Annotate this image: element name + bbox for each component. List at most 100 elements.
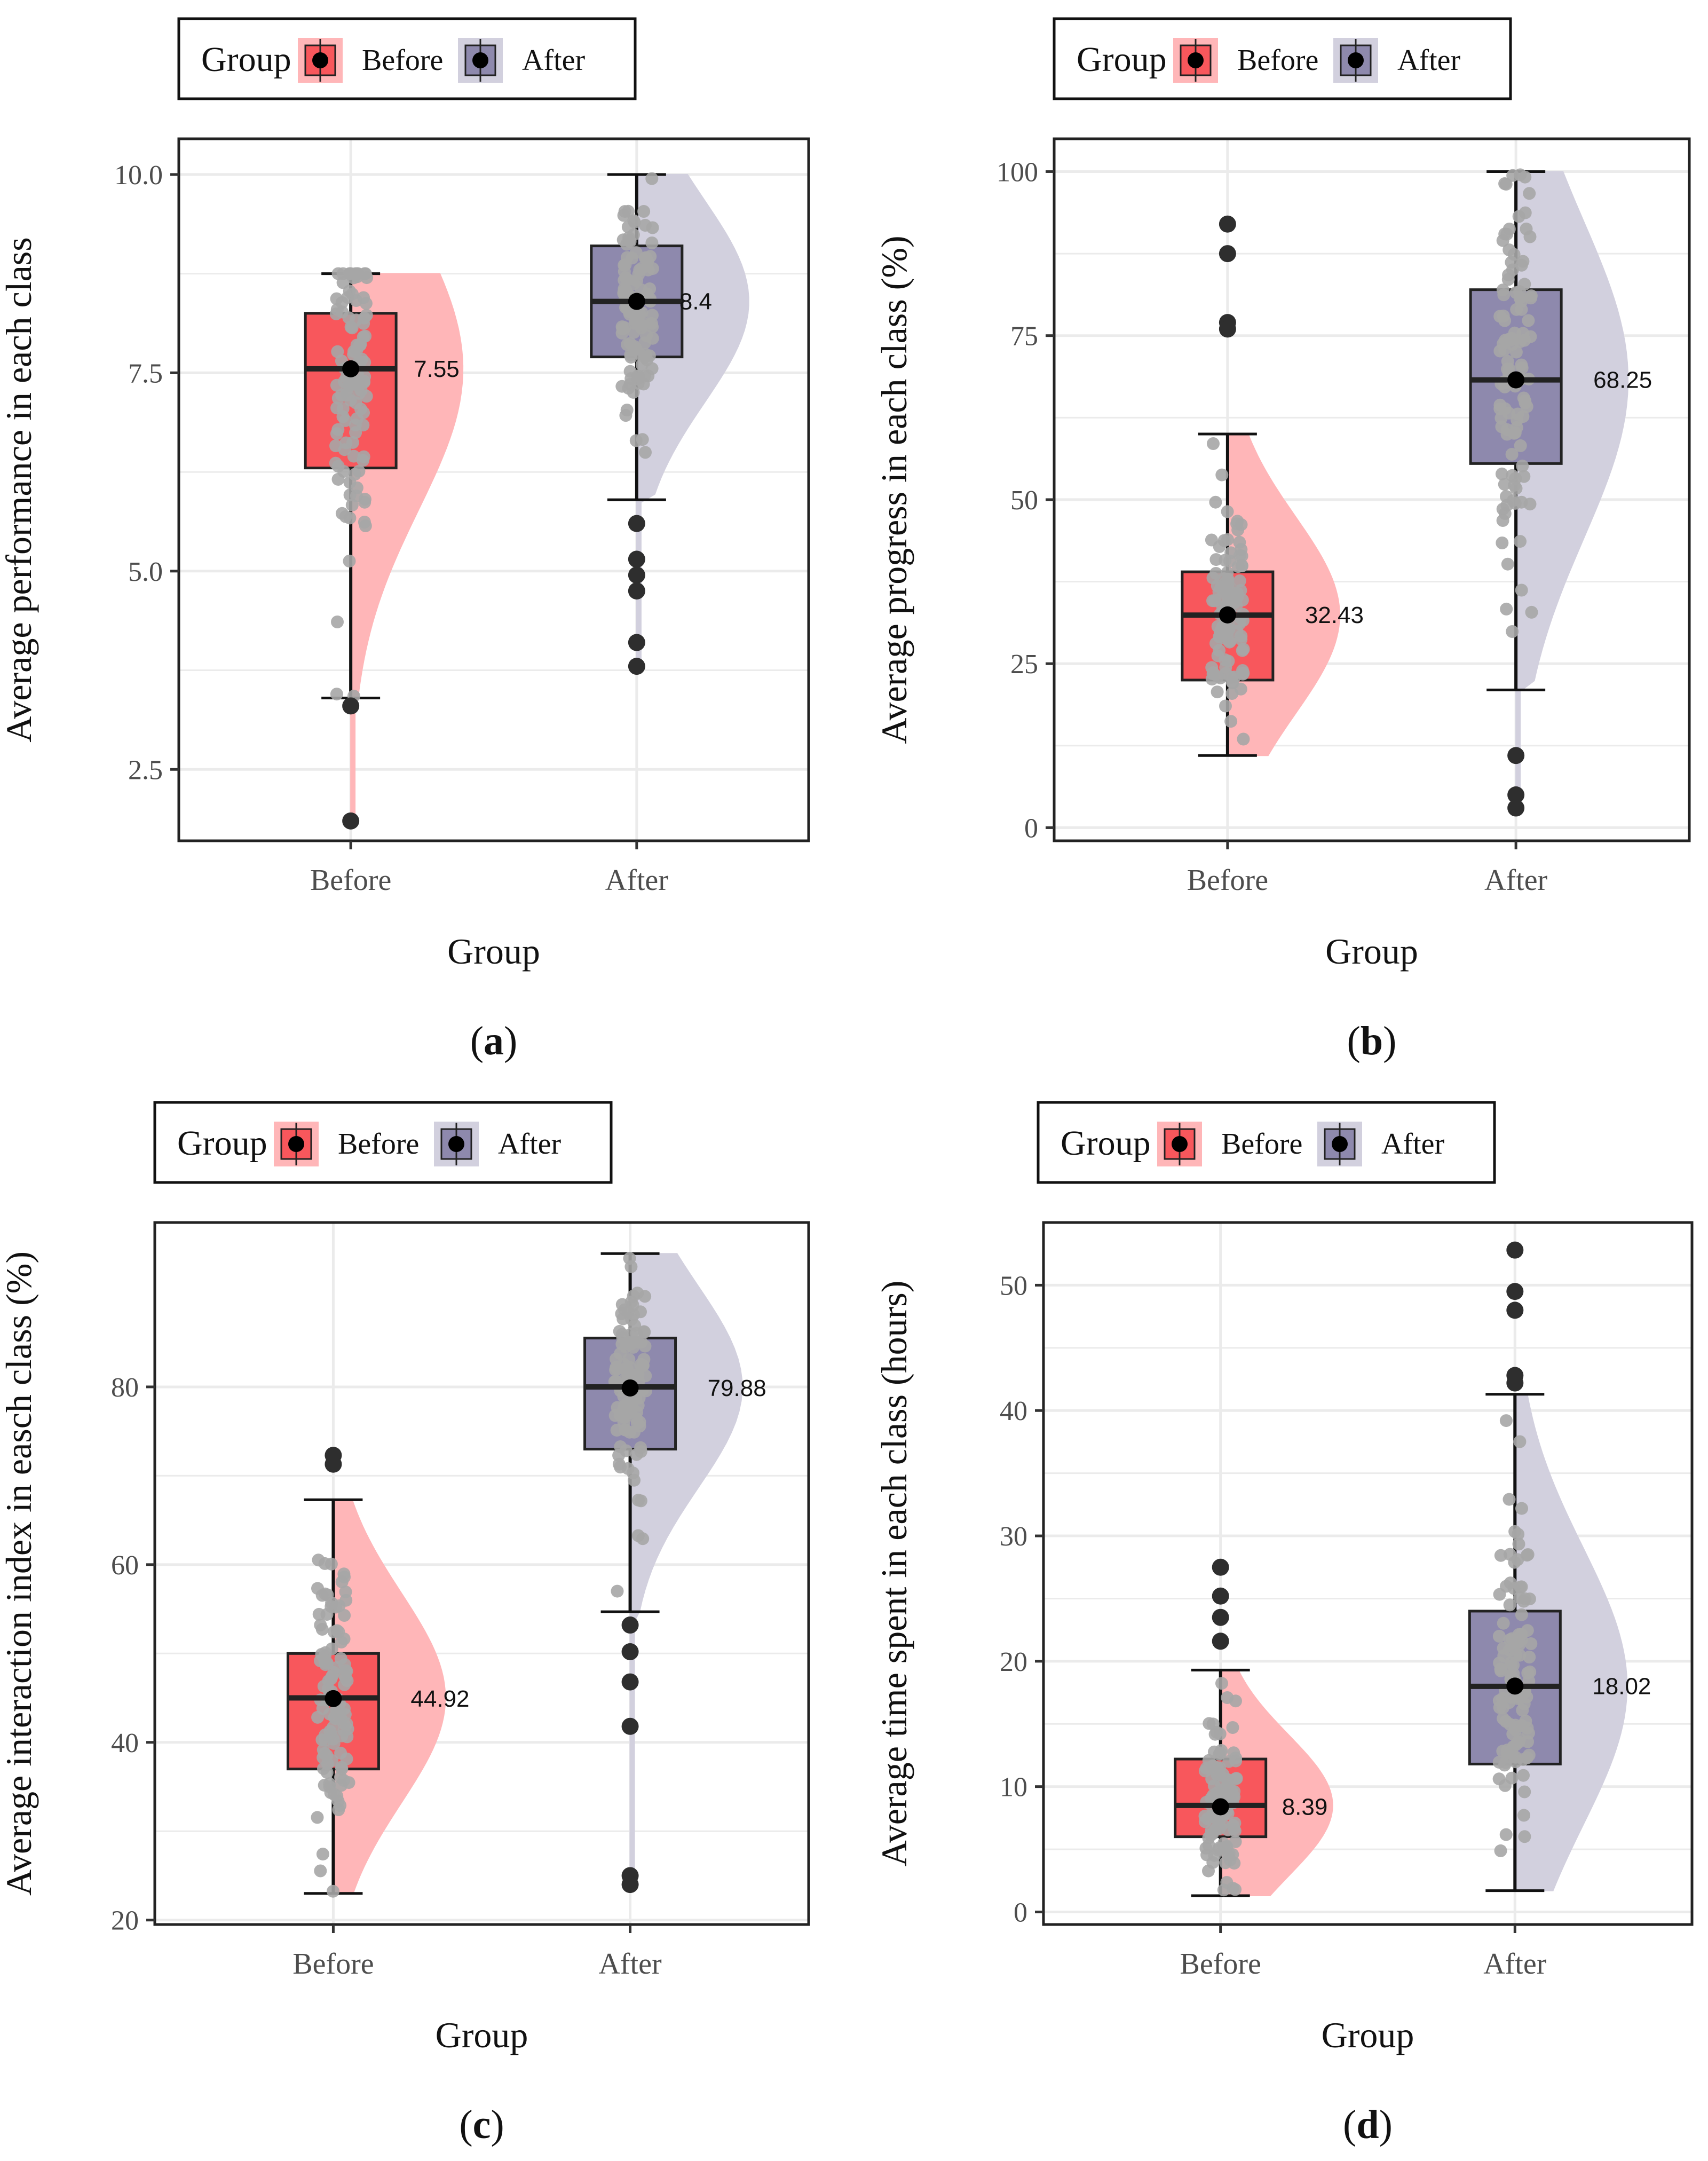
points-before xyxy=(1205,437,1250,746)
data-point xyxy=(1511,413,1524,427)
data-point xyxy=(1235,559,1248,572)
x-axis-title: Group xyxy=(1325,931,1418,972)
y-tick-label: 10 xyxy=(1000,1772,1027,1803)
data-point xyxy=(355,352,368,366)
outlier-point xyxy=(1506,1283,1524,1300)
data-point xyxy=(612,1449,626,1462)
legend-label-before: Before xyxy=(338,1127,419,1161)
data-point xyxy=(1507,427,1521,440)
data-point xyxy=(359,329,372,343)
data-point xyxy=(1216,1818,1229,1831)
data-point xyxy=(1206,1759,1220,1772)
data-point xyxy=(345,321,359,335)
outlier-point xyxy=(621,1643,639,1660)
legend-label-after: After xyxy=(522,44,586,77)
data-point xyxy=(326,1670,338,1683)
data-point xyxy=(348,468,361,481)
data-point xyxy=(331,423,345,436)
x-axis-title: Group xyxy=(436,2015,528,2055)
legend-title: Group xyxy=(1061,1124,1151,1163)
data-point xyxy=(622,231,636,245)
data-point xyxy=(1501,273,1515,286)
points-after xyxy=(1492,1414,1538,1857)
data-point xyxy=(1213,626,1227,639)
y-tick-label: 80 xyxy=(111,1373,139,1403)
data-point xyxy=(624,348,637,361)
data-point xyxy=(1515,583,1528,597)
data-point xyxy=(1237,732,1250,746)
y-tick-label: 0 xyxy=(1024,813,1038,843)
outlier-point xyxy=(1507,799,1525,817)
data-point xyxy=(1513,1435,1527,1448)
data-point xyxy=(1233,574,1246,588)
data-point xyxy=(337,1774,350,1787)
data-point xyxy=(340,1717,353,1730)
data-point xyxy=(1518,1785,1531,1799)
y-axis-title: Average progress in each class (%) xyxy=(875,235,914,744)
data-point xyxy=(621,251,634,264)
data-point xyxy=(616,1312,630,1326)
mean-label-before: 8.39 xyxy=(1282,1794,1328,1820)
data-point xyxy=(1503,1598,1516,1612)
data-point xyxy=(339,1594,353,1607)
data-point xyxy=(1515,358,1528,372)
chart-b: Group Before After 32.43 68.25 0 25 50 75 100 Befo… xyxy=(874,17,1691,1063)
x-axis-title: Group xyxy=(447,931,540,972)
data-point xyxy=(1499,178,1513,191)
plot-frame xyxy=(177,137,810,842)
outlier-point xyxy=(1219,245,1236,263)
data-point xyxy=(1520,222,1533,235)
data-point xyxy=(611,1362,624,1376)
data-point xyxy=(338,1609,351,1622)
legend: Group Before After xyxy=(177,17,637,100)
y-axis: 2.5 5.0 7.5 10.0 xyxy=(114,160,179,785)
data-point xyxy=(619,1423,632,1437)
chart-panel-d: Group Before After 8.39 18.02 0 10 20 30 40 50 Befo… xyxy=(874,1084,1708,2161)
data-point xyxy=(1211,685,1224,699)
data-point xyxy=(621,273,635,286)
data-point xyxy=(1209,553,1223,566)
legend-key-point xyxy=(1188,52,1204,68)
x-axis: Before After xyxy=(310,841,668,897)
outlier-point xyxy=(628,658,645,675)
data-point xyxy=(1496,283,1509,297)
data-point xyxy=(311,1811,324,1824)
data-point xyxy=(624,1361,637,1374)
data-point xyxy=(344,393,357,407)
data-point xyxy=(641,255,654,268)
data-point xyxy=(334,1799,347,1812)
x-tick-label: After xyxy=(1483,1947,1547,1981)
data-point xyxy=(1498,507,1512,520)
data-point xyxy=(331,472,345,486)
data-point xyxy=(631,1287,644,1300)
data-point xyxy=(311,1710,325,1724)
grid xyxy=(155,1223,809,1925)
mean-label-after: 79.88 xyxy=(708,1375,766,1401)
data-point xyxy=(627,1466,639,1480)
group-after: 79.88 xyxy=(583,1252,766,1894)
legend-label-before: Before xyxy=(362,44,443,77)
data-point xyxy=(634,1494,647,1508)
y-tick-label: 5.0 xyxy=(128,557,163,587)
data-point xyxy=(1224,546,1238,559)
data-point xyxy=(1513,1591,1527,1604)
outlier-point xyxy=(628,582,645,600)
data-point xyxy=(360,309,373,322)
data-point xyxy=(1228,1857,1241,1870)
data-point xyxy=(1499,1414,1513,1427)
data-point xyxy=(1515,1502,1528,1515)
data-point xyxy=(1518,278,1531,291)
data-point xyxy=(352,387,366,400)
data-point xyxy=(338,1571,351,1584)
data-point xyxy=(645,236,659,249)
data-point xyxy=(1525,605,1538,619)
data-point xyxy=(341,1674,354,1687)
data-point xyxy=(1215,1744,1228,1757)
x-tick-label: After xyxy=(1484,864,1548,897)
data-point xyxy=(638,336,651,350)
data-point xyxy=(1492,1630,1506,1643)
data-point xyxy=(1517,1697,1531,1710)
y-tick-label: 50 xyxy=(1000,1271,1027,1301)
x-axis: Before After xyxy=(1180,1925,1547,1981)
mean-label-after: 8.4 xyxy=(679,289,712,315)
